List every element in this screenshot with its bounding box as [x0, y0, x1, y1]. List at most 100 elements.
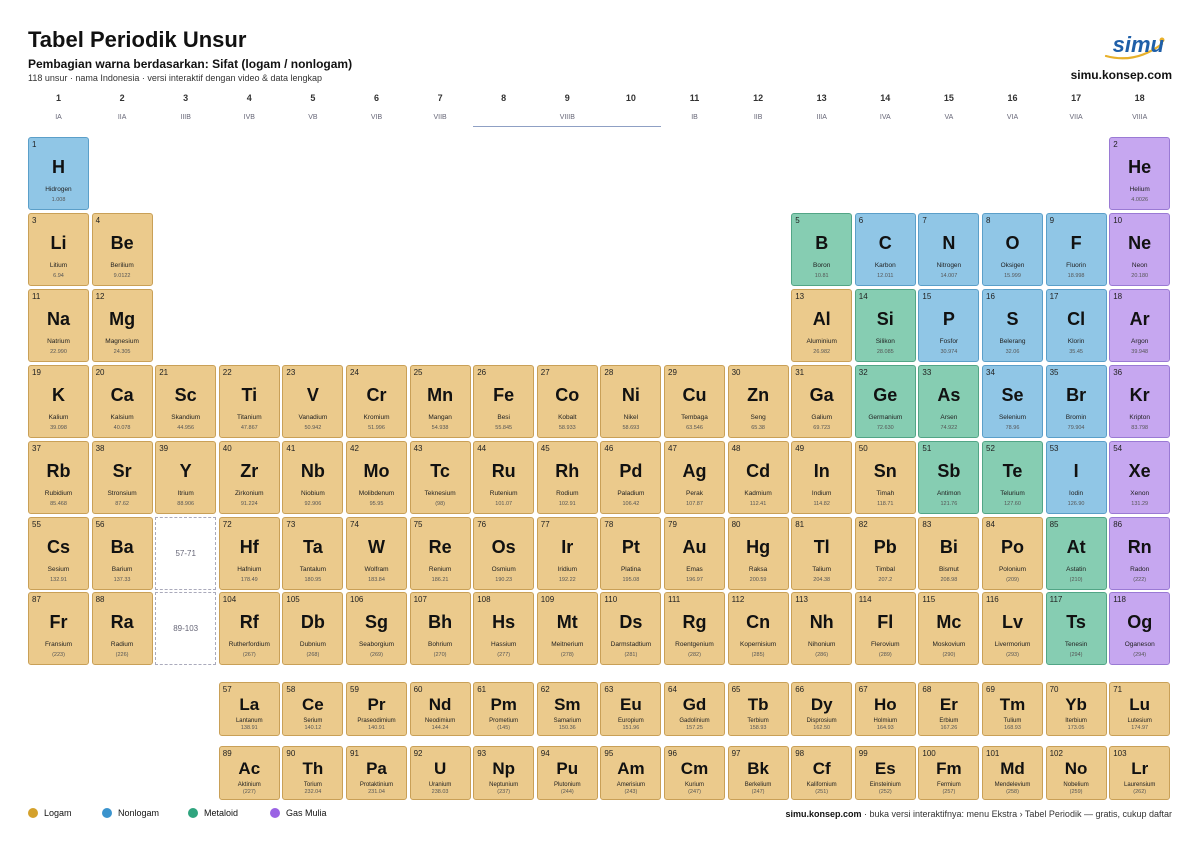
element-name: Magnesium	[105, 337, 139, 345]
element-cell: 56 Ba Barium 137.33	[91, 516, 153, 590]
logo: simu	[1112, 32, 1164, 57]
element-cell: 71 Lu Lutesium 174.97	[1109, 682, 1171, 736]
atomic-number: 87	[32, 595, 41, 605]
group-label: VIIIB	[559, 114, 575, 121]
group-number: 6	[373, 93, 379, 103]
group-number: 14	[880, 93, 891, 103]
element-name: Kripton	[1129, 413, 1150, 421]
atomic-mass: 91.224	[240, 500, 258, 507]
element-symbol: Db	[300, 612, 325, 633]
atomic-mass: 15.999	[1004, 272, 1021, 279]
atomic-number: 82	[858, 519, 868, 529]
legend-swatch	[28, 808, 38, 818]
element-cell: 79 Au Emas 196.97	[664, 516, 725, 590]
atomic-number: 94	[540, 749, 550, 758]
element-name: Barium	[111, 565, 133, 573]
atomic-number: 88	[95, 595, 105, 605]
element-symbol: Bk	[747, 759, 769, 778]
element-cell: 29 Cu Tembaga 63.546	[664, 364, 725, 438]
atomic-number: 69	[986, 685, 995, 694]
atomic-number: 16	[986, 291, 995, 301]
element-name: Bohrium	[427, 641, 453, 649]
element-cell: 101 Md Mendelevium (258)	[982, 746, 1043, 800]
element-cell: 30 Zn Seng 65.38	[727, 364, 789, 438]
legend-label: Nonlogam	[118, 808, 160, 818]
atomic-mass: 232.04	[304, 789, 322, 795]
element-name: Disprosium	[806, 718, 837, 724]
atomic-number: 14	[858, 291, 868, 301]
group-label: IB	[691, 114, 698, 121]
element-cell: 83 Bi Bismut 208.98	[918, 516, 980, 590]
element-cell: 77 Ir Iridium 192.22	[536, 516, 598, 590]
atomic-number: 90	[286, 749, 296, 758]
atomic-mass: 20.180	[1131, 272, 1149, 279]
element-symbol: Ts	[1066, 612, 1086, 633]
atomic-mass: 168.93	[1004, 725, 1021, 731]
atomic-number: 53	[1049, 443, 1059, 453]
element-cell: 87 Fr Fransium (223)	[28, 592, 89, 666]
element-cell: 20 Ca Kalsium 40.078	[91, 364, 153, 438]
element-name: Arsen	[940, 413, 958, 421]
group-number: 4	[246, 93, 252, 103]
atomic-number: 45	[540, 443, 550, 453]
element-name: Laurensium	[1124, 782, 1156, 788]
atomic-number: 24	[350, 367, 359, 377]
atomic-mass: 79.904	[1067, 424, 1085, 431]
atomic-mass: (227)	[242, 789, 256, 795]
group-number: 13	[816, 93, 827, 103]
atomic-number: 64	[668, 685, 677, 694]
element-symbol: Mg	[109, 308, 136, 329]
element-symbol: Cl	[1067, 308, 1086, 329]
element-symbol: Kr	[1129, 384, 1150, 405]
element-cell: 81 Tl Talium 204.38	[791, 516, 853, 590]
atomic-number: 56	[95, 519, 105, 529]
atomic-number: 38	[95, 443, 105, 453]
element-name: Rodium	[556, 489, 579, 497]
atomic-number: 26	[477, 367, 487, 377]
atomic-mass: 65.38	[751, 424, 765, 431]
element-symbol: Rg	[682, 612, 707, 633]
element-name: Xenon	[1130, 489, 1150, 497]
element-name: Amerisium	[616, 782, 646, 788]
group-label: IA	[55, 114, 62, 121]
element-name: Aktinium	[237, 782, 261, 788]
element-symbol: K	[52, 384, 65, 405]
atomic-number: 70	[1049, 685, 1059, 694]
element-symbol: Ce	[302, 695, 324, 714]
element-symbol: Rf	[239, 612, 259, 633]
element-symbol: Nh	[809, 612, 834, 633]
group-number: 2	[119, 93, 125, 103]
element-cell: 22 Ti Titanium 47.867	[218, 364, 280, 438]
atomic-number: 71	[1113, 685, 1123, 694]
element-name: Kadmium	[744, 489, 772, 497]
element-name: Flerovium	[871, 641, 900, 649]
element-cell: 97 Bk Berkelium (247)	[727, 746, 789, 800]
element-cell: 13 Al Aluminium 26.982	[791, 288, 853, 362]
atomic-number: 65	[731, 685, 741, 694]
atomic-number: 100	[922, 749, 936, 758]
element-name: Fosfor	[939, 337, 959, 345]
element-cell: 98 Cf Kalifornium (251)	[791, 746, 853, 800]
atomic-number: 103	[1113, 749, 1127, 758]
legend-item: Metaloid	[188, 808, 238, 818]
atomic-mass: (226)	[115, 652, 129, 659]
atomic-number: 25	[413, 367, 423, 377]
element-cell: 84 Po Polonium (209)	[982, 516, 1043, 590]
element-cell: 11 Na Natrium 22.990	[28, 288, 89, 362]
atomic-number: 63	[604, 685, 614, 694]
element-name: Kopernisium	[740, 641, 777, 649]
atomic-number: 21	[159, 367, 169, 377]
element-name: Klorin	[1067, 337, 1085, 345]
element-symbol: P	[942, 308, 955, 329]
element-cell: 107 Bh Bohrium (270)	[409, 592, 471, 666]
atomic-mass: (247)	[751, 789, 765, 795]
atomic-number: 47	[668, 443, 677, 453]
element-name: Livermorium	[994, 641, 1031, 649]
atomic-mass: (278)	[560, 652, 574, 659]
element-symbol: Al	[812, 308, 831, 329]
element-cell: 69 Tm Tulium 168.93	[982, 682, 1043, 736]
atomic-mass: 162.50	[813, 725, 831, 731]
element-cell: 6 C Karbon 12.011	[854, 212, 916, 286]
element-symbol: Rn	[1127, 536, 1152, 557]
atomic-mass: 1.008	[51, 197, 66, 203]
